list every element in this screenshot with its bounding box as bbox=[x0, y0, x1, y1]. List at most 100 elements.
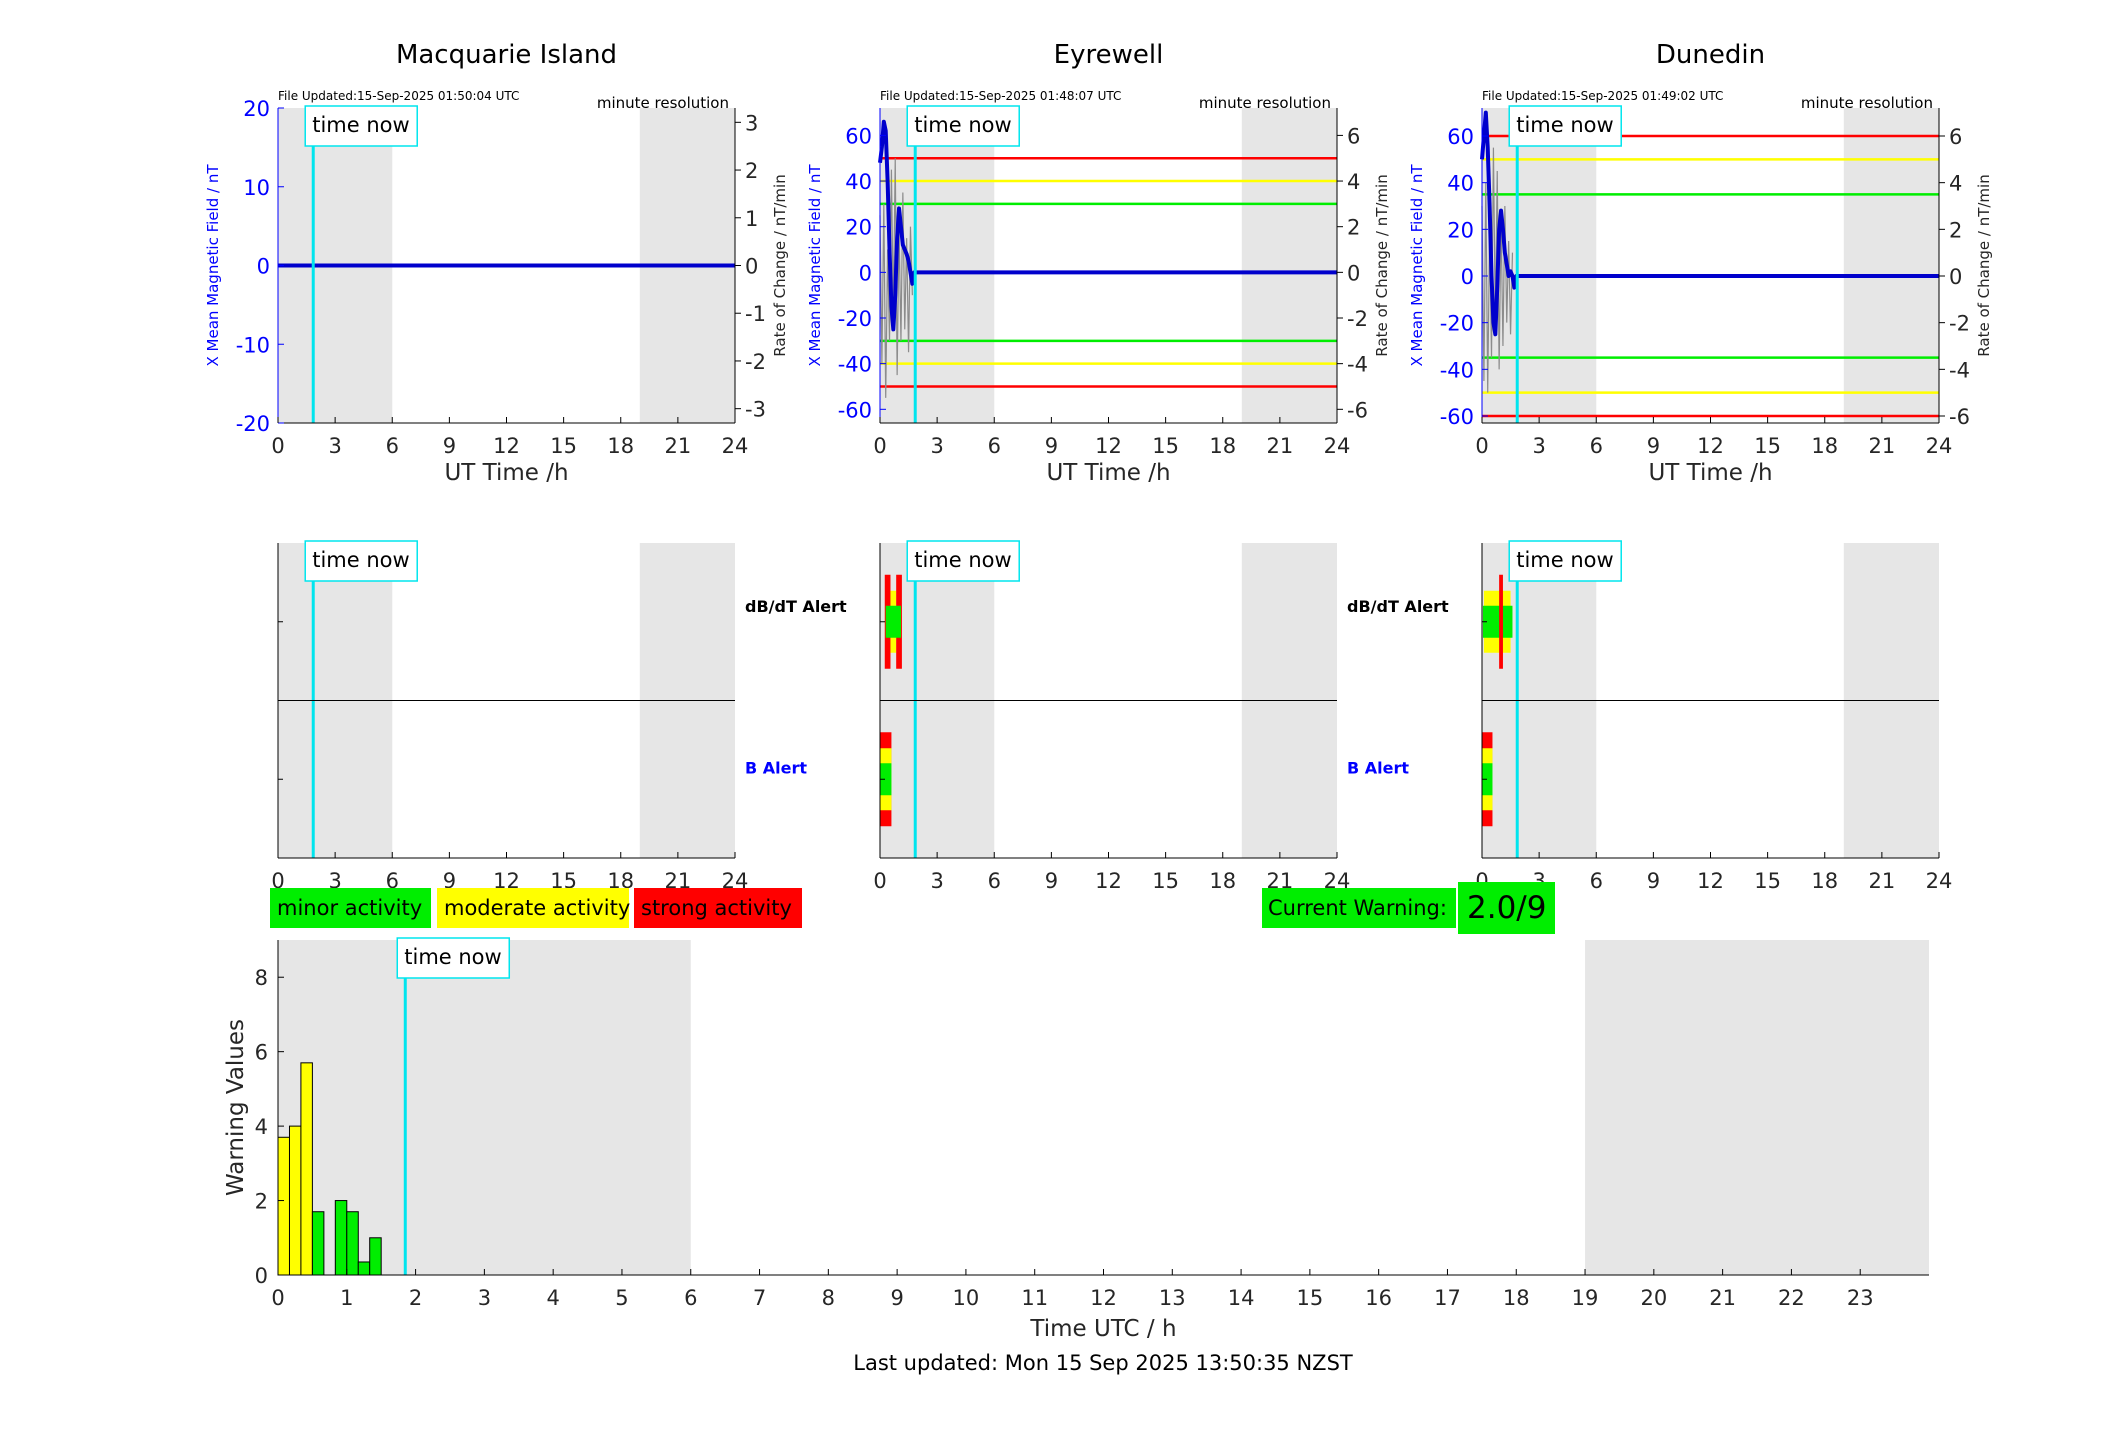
x-tick-label: 1 bbox=[340, 1286, 353, 1310]
x-tick-label: 4 bbox=[546, 1286, 559, 1310]
x-axis-label: UT Time /h bbox=[1046, 460, 1170, 486]
station-title: Eyrewell bbox=[1054, 40, 1164, 70]
x-tick-label: 15 bbox=[1754, 869, 1781, 893]
time-now-label: time now bbox=[312, 548, 409, 572]
left-tick-label: -20 bbox=[1440, 312, 1474, 336]
field-panel: Dunedin File Updated:15-Sep-2025 01:49:02… bbox=[1408, 40, 1993, 486]
time-now-label: time now bbox=[1516, 548, 1613, 572]
warning-bar-6 bbox=[357, 1261, 371, 1276]
current-warning-value-box bbox=[1458, 882, 1555, 934]
x-tick-label: 15 bbox=[1152, 434, 1179, 458]
y-tick-label: 4 bbox=[255, 1115, 268, 1139]
x-tick-label: 0 bbox=[271, 869, 284, 893]
b-alert-label: B Alert bbox=[1347, 758, 1409, 777]
night-shade-1 bbox=[1585, 940, 1929, 1275]
current-warning: Current Warning: 2.0/9 bbox=[1262, 882, 1555, 934]
x-tick-label: 15 bbox=[1754, 434, 1781, 458]
left-tick-label: 20 bbox=[845, 216, 872, 240]
right-tick-label: -2 bbox=[1347, 307, 1368, 331]
x-tick-label: 9 bbox=[443, 869, 456, 893]
b-alert-minor bbox=[880, 763, 892, 796]
x-tick-label: 0 bbox=[873, 434, 886, 458]
x-tick-label: 20 bbox=[1640, 1286, 1667, 1310]
right-tick-label: 2 bbox=[1949, 218, 1962, 242]
left-tick-label: -20 bbox=[838, 307, 872, 331]
right-axis-label: Rate of Change / nT/min bbox=[1373, 174, 1391, 356]
x-tick-label: 15 bbox=[1152, 869, 1179, 893]
last-updated: Last updated: Mon 15 Sep 2025 13:50:35 N… bbox=[853, 1351, 1353, 1375]
x-tick-label: 18 bbox=[1503, 1286, 1530, 1310]
x-tick-label: 9 bbox=[1647, 869, 1660, 893]
left-tick-label: -40 bbox=[1440, 358, 1474, 382]
b-alert-label: B Alert bbox=[745, 758, 807, 777]
x-tick-label: 12 bbox=[493, 434, 520, 458]
left-tick-label: 0 bbox=[257, 255, 270, 279]
x-tick-label: 18 bbox=[1811, 869, 1838, 893]
time-now-label: time now bbox=[914, 113, 1011, 137]
left-tick-label: 0 bbox=[859, 261, 872, 285]
station-title: Macquarie Island bbox=[396, 40, 617, 70]
station-macquarie-island: Macquarie Island File Updated:15-Sep-2025… bbox=[204, 40, 789, 893]
x-tick-label: 24 bbox=[1926, 869, 1953, 893]
time-now-label: time now bbox=[404, 945, 501, 969]
right-tick-label: 2 bbox=[745, 159, 758, 183]
warning-bar-3 bbox=[311, 1211, 325, 1276]
right-tick-label: -2 bbox=[1949, 312, 1970, 336]
left-tick-label: 0 bbox=[1461, 265, 1474, 289]
b-alert-minor bbox=[1482, 763, 1493, 796]
time-now-label: time now bbox=[1516, 113, 1613, 137]
x-tick-label: 12 bbox=[1697, 434, 1724, 458]
y-tick-label: 0 bbox=[255, 1264, 268, 1288]
time-now-label: time now bbox=[312, 113, 409, 137]
x-tick-label: 13 bbox=[1159, 1286, 1186, 1310]
activity-legend: minor activity moderate activity strong ac… bbox=[270, 888, 802, 928]
current-warning-label-box bbox=[1262, 888, 1456, 928]
right-tick-label: -2 bbox=[745, 350, 766, 374]
station-dunedin: Dunedin File Updated:15-Sep-2025 01:49:02… bbox=[1347, 40, 1993, 893]
right-tick-label: -6 bbox=[1347, 398, 1368, 422]
y-tick-label: 8 bbox=[255, 966, 268, 990]
x-tick-label: 18 bbox=[1209, 434, 1236, 458]
right-tick-label: 0 bbox=[745, 255, 758, 279]
legend-item-moderate: moderate activity bbox=[437, 888, 630, 928]
warning-bar-4 bbox=[334, 1200, 348, 1276]
x-tick-label: 9 bbox=[1045, 434, 1058, 458]
y-tick-label: 6 bbox=[255, 1041, 268, 1065]
time-now-box bbox=[396, 937, 511, 979]
legend-swatch bbox=[634, 888, 802, 928]
x-tick-label: 21 bbox=[1709, 1286, 1736, 1310]
field-series bbox=[878, 119, 1337, 332]
x-tick-label: 24 bbox=[722, 434, 749, 458]
x-tick-label: 17 bbox=[1434, 1286, 1461, 1310]
x-tick-label: 11 bbox=[1021, 1286, 1048, 1310]
x-tick-label: 6 bbox=[1590, 434, 1603, 458]
left-tick-label: 60 bbox=[845, 124, 872, 148]
station-eyrewell: Eyrewell File Updated:15-Sep-2025 01:48:0… bbox=[745, 40, 1391, 893]
x-tick-label: 6 bbox=[1590, 869, 1603, 893]
x-tick-label: 15 bbox=[1297, 1286, 1324, 1310]
y-tick-label: 2 bbox=[255, 1190, 268, 1214]
x-tick-label: 21 bbox=[665, 434, 692, 458]
x-tick-label: 0 bbox=[271, 434, 284, 458]
resolution-label: minute resolution bbox=[1199, 94, 1331, 112]
right-axis-label: Rate of Change / nT/min bbox=[1975, 174, 1993, 356]
resolution-label: minute resolution bbox=[597, 94, 729, 112]
x-tick-label: 21 bbox=[1267, 434, 1294, 458]
time-now-box bbox=[906, 540, 1020, 582]
left-tick-label: 20 bbox=[243, 97, 270, 121]
right-tick-label: 0 bbox=[1949, 265, 1962, 289]
x-tick-label: 7 bbox=[753, 1286, 766, 1310]
time-now-box bbox=[304, 540, 418, 582]
night-shade-1 bbox=[1843, 108, 1939, 423]
x-tick-label: 3 bbox=[930, 434, 943, 458]
x-axis-label: UT Time /h bbox=[1648, 460, 1772, 486]
left-tick-label: -10 bbox=[236, 333, 270, 357]
x-tick-label: 9 bbox=[1647, 434, 1660, 458]
right-tick-label: 6 bbox=[1347, 124, 1360, 148]
file-updated: File Updated:15-Sep-2025 01:49:02 UTC bbox=[1482, 89, 1723, 103]
x-tick-label: 21 bbox=[1869, 869, 1896, 893]
legend-swatch bbox=[270, 888, 431, 928]
x-tick-label: 19 bbox=[1572, 1286, 1599, 1310]
